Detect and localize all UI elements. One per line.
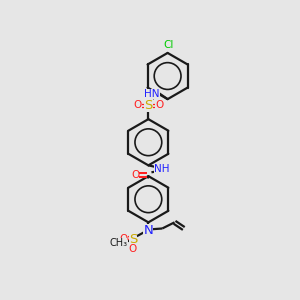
Text: CH₃: CH₃ (109, 238, 128, 248)
Text: S: S (144, 99, 152, 112)
Text: O: O (134, 100, 142, 110)
Text: N: N (143, 224, 153, 236)
Text: O: O (131, 169, 140, 180)
Text: S: S (129, 233, 137, 246)
Text: O: O (120, 233, 128, 244)
Text: O: O (129, 244, 137, 254)
Text: NH: NH (154, 164, 169, 174)
Text: HN: HN (145, 89, 160, 99)
Text: Cl: Cl (163, 40, 174, 50)
Text: O: O (155, 100, 163, 110)
